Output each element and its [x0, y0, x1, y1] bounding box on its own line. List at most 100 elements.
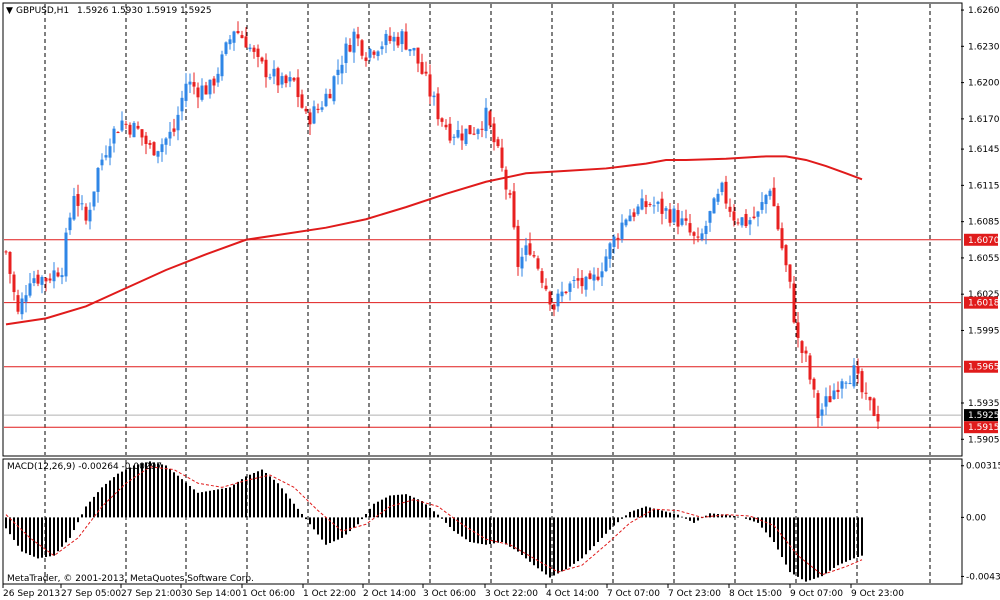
- candle-body: [696, 236, 700, 238]
- candle-body: [388, 35, 392, 41]
- candle-body: [192, 82, 196, 87]
- candle-body: [340, 64, 344, 74]
- x-tick-label: 4 Oct 14:00: [546, 589, 599, 599]
- candle-body: [180, 97, 184, 112]
- candle-body: [184, 83, 188, 101]
- candle-body: [68, 217, 72, 231]
- candle-body: [752, 216, 756, 219]
- candle-body: [800, 341, 804, 353]
- candle-body: [128, 124, 132, 135]
- candle-body: [72, 195, 76, 220]
- candle-body: [292, 77, 296, 81]
- candle-body: [668, 209, 672, 223]
- candle-body: [572, 279, 576, 281]
- candle-body: [540, 271, 544, 283]
- candle-body: [624, 219, 628, 226]
- candle-body: [332, 76, 336, 102]
- candle-body: [12, 274, 16, 293]
- candle-body: [636, 206, 640, 215]
- candle-body: [8, 252, 12, 274]
- x-tick-label: 30 Sep 14:00: [181, 589, 241, 599]
- candle-body: [532, 255, 536, 257]
- candle-body: [788, 264, 792, 282]
- candle-body: [384, 33, 388, 46]
- candle-body: [656, 201, 660, 204]
- y-tick-label: 1.5905: [968, 435, 1000, 445]
- candle-body: [456, 129, 460, 138]
- candle-body: [376, 51, 380, 57]
- main-panel-frame: [2, 2, 963, 457]
- candle-body: [712, 198, 716, 214]
- x-tick-label: 27 Sep 05:00: [61, 589, 121, 599]
- candle-body: [872, 398, 876, 416]
- candle-body: [172, 128, 176, 132]
- candle-body: [480, 128, 484, 130]
- level-price-box: [964, 296, 998, 309]
- candle-body: [608, 243, 612, 259]
- candle-body: [664, 208, 668, 211]
- candle-body: [440, 118, 444, 122]
- candle-body: [168, 131, 172, 139]
- x-tick-label: 26 Sep 2013: [3, 589, 60, 599]
- candle-body: [308, 112, 312, 125]
- candle-body: [448, 123, 452, 141]
- candle-body: [264, 59, 268, 78]
- symbol-label: GBPUSD,H1: [16, 6, 69, 16]
- candle-body: [780, 228, 784, 249]
- candle-body: [640, 198, 644, 210]
- level-price-label: 1.6018: [968, 299, 1000, 309]
- candle-body: [116, 132, 120, 134]
- candle-body: [408, 49, 412, 52]
- moving-average-series: [5, 155, 863, 326]
- candle-body: [632, 212, 636, 217]
- candle-body: [380, 46, 384, 50]
- candle-body: [796, 322, 800, 338]
- candle-body: [552, 304, 556, 310]
- header-arrow-icon[interactable]: ▼: [6, 6, 13, 16]
- candle-body: [236, 31, 240, 34]
- candle-body: [816, 393, 820, 419]
- candle-body: [864, 392, 868, 394]
- candle-body: [476, 129, 480, 135]
- candle-body: [200, 85, 204, 100]
- candle-body: [324, 93, 328, 107]
- candle-body: [36, 274, 40, 284]
- candle-body: [224, 42, 228, 54]
- level-price-label: 1.5965: [968, 363, 1000, 373]
- candle-body: [228, 39, 232, 45]
- candle-body: [832, 390, 836, 400]
- candle-body: [364, 57, 368, 61]
- candle-body: [44, 278, 48, 282]
- x-tick-label: 7 Oct 23:00: [668, 589, 721, 599]
- candle-body: [740, 217, 744, 226]
- candle-body: [400, 31, 404, 45]
- candle-body: [64, 232, 68, 277]
- candle-body: [4, 251, 8, 253]
- candle-body: [776, 205, 780, 230]
- candle-body: [468, 125, 472, 135]
- candle-body: [288, 77, 292, 82]
- candle-body: [420, 62, 424, 74]
- candle-body: [296, 77, 300, 98]
- candle-body: [724, 181, 728, 204]
- candle-body: [124, 123, 128, 125]
- candle-body: [612, 236, 616, 247]
- candle-body: [772, 187, 776, 207]
- candle-body: [464, 128, 468, 145]
- candle-body: [564, 291, 568, 294]
- candle-body: [84, 206, 88, 221]
- candle-body: [136, 125, 140, 129]
- candle-body: [556, 293, 560, 307]
- candle-body: [144, 135, 148, 144]
- x-tick-label: 8 Oct 15:00: [729, 589, 782, 599]
- candle-body: [520, 256, 524, 269]
- candle-body: [488, 111, 492, 126]
- candle-body: [432, 95, 436, 98]
- candle-body: [412, 48, 416, 51]
- candle-body: [460, 133, 464, 141]
- candle-body: [32, 278, 36, 284]
- candle-body: [764, 195, 768, 205]
- candle-body: [344, 43, 348, 64]
- macd-signal-line: [5, 466, 863, 576]
